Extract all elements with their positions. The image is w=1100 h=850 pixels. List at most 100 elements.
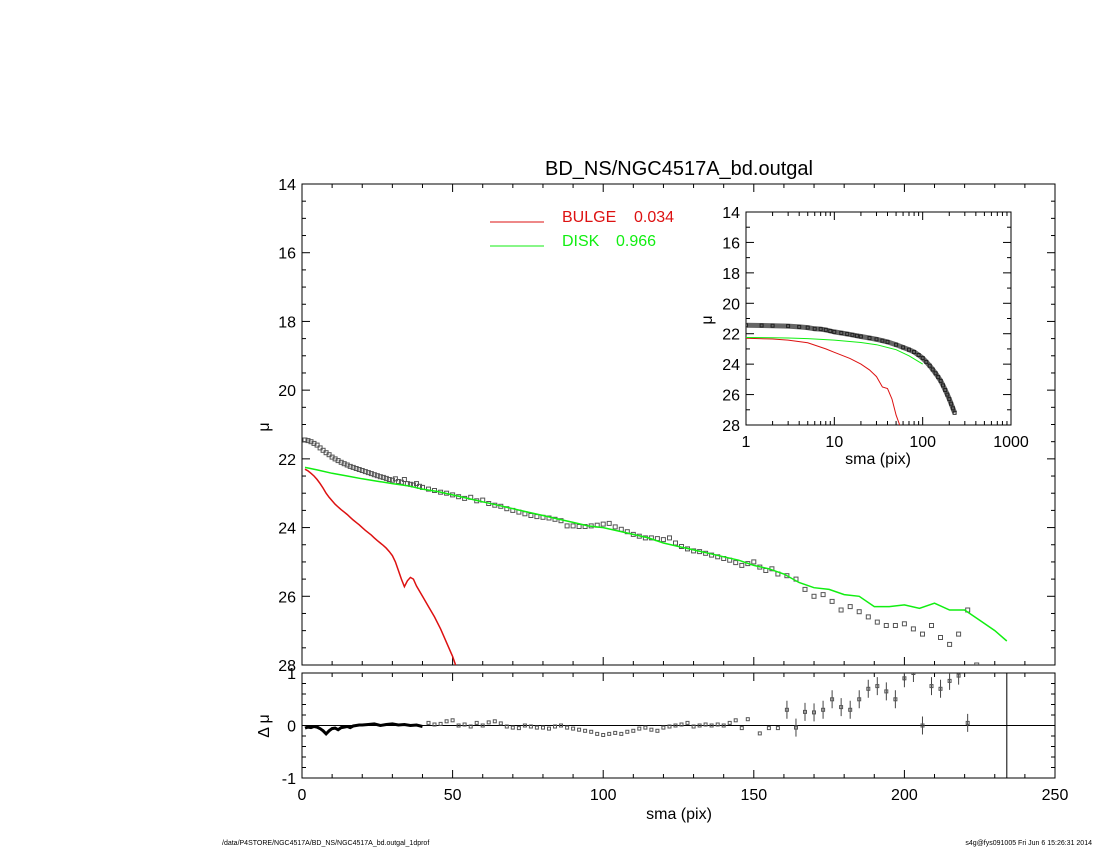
residual-point xyxy=(812,710,816,715)
residual-point xyxy=(547,726,551,731)
residual-point xyxy=(715,722,720,727)
main-y-axis-label: μ xyxy=(256,422,273,431)
residual-point xyxy=(911,673,916,675)
data-point xyxy=(371,472,377,478)
legend-disk-label: DISK xyxy=(562,233,600,250)
residual-point xyxy=(541,725,545,730)
residual-point xyxy=(528,724,533,729)
data-point xyxy=(865,614,871,620)
inset-bulge-line xyxy=(746,337,901,425)
residual-point xyxy=(516,726,521,731)
residual-point xyxy=(893,697,898,702)
residual-point xyxy=(667,724,672,729)
data-point xyxy=(377,474,383,480)
data-point xyxy=(929,623,934,628)
y-tick-label: 16 xyxy=(722,235,740,252)
inset-data-point xyxy=(797,324,802,329)
residual-point xyxy=(709,723,714,728)
y-tick-label: 24 xyxy=(278,521,296,538)
x-tick-label: 100 xyxy=(590,787,617,804)
residual-point xyxy=(775,726,780,731)
inset-data-point xyxy=(805,325,810,330)
inset-data-point xyxy=(945,392,950,397)
data-point xyxy=(820,592,826,598)
data-point xyxy=(365,470,371,476)
residual-point xyxy=(589,729,594,734)
inset-data-point xyxy=(936,375,941,380)
residual-point xyxy=(866,686,871,691)
residual-point xyxy=(480,723,485,728)
residual-point xyxy=(920,723,925,728)
residual-point xyxy=(432,722,437,727)
data-point xyxy=(751,559,757,565)
inset-data-point xyxy=(924,359,929,364)
bulge-line xyxy=(304,468,457,665)
inset-data-point xyxy=(874,337,879,342)
residual-point xyxy=(571,726,576,731)
footer-timestamp: s4g@fys091005 Fri Jun 6 15:26:31 2014 xyxy=(965,840,1092,847)
data-point xyxy=(302,437,308,443)
legend-bulge-value: 0.034 xyxy=(634,209,674,226)
data-point xyxy=(784,573,790,579)
x-tick-label: 50 xyxy=(444,787,462,804)
inset-background xyxy=(746,212,1011,425)
residual-inner-line xyxy=(304,722,423,737)
inset-data-point xyxy=(927,363,932,368)
x-tick-label: 100 xyxy=(909,434,936,451)
inset-data-point xyxy=(832,329,837,334)
residual-point xyxy=(553,724,557,729)
data-point xyxy=(386,477,392,482)
inset-data-point xyxy=(947,397,952,402)
inset-data-point xyxy=(950,406,955,411)
data-point xyxy=(600,521,606,527)
inset-data-point xyxy=(786,324,791,329)
x-tick-label: 1000 xyxy=(993,434,1029,451)
disk-line xyxy=(304,466,1008,642)
residual-point xyxy=(902,676,907,681)
main-ticks: 14 16 18 20 22 24 26 28 xyxy=(278,177,1056,675)
data-point xyxy=(392,476,398,482)
residual-x-axis-label: sma (pix) xyxy=(646,806,712,823)
residual-point xyxy=(721,723,726,728)
residual-point xyxy=(498,721,503,726)
residual-point xyxy=(450,718,455,723)
data-point xyxy=(838,607,844,613)
data-point xyxy=(811,593,817,599)
residual-point xyxy=(468,724,473,729)
residual-point xyxy=(727,720,732,725)
inset-data-point xyxy=(839,331,844,335)
residual-point xyxy=(559,723,563,728)
residual-y-axis-label: Δ μ xyxy=(256,714,273,737)
data-point xyxy=(383,475,389,481)
inset-x-axis-label: sma (pix) xyxy=(845,451,911,468)
y-tick-label: 20 xyxy=(722,296,740,313)
residual-point xyxy=(848,707,853,712)
data-point xyxy=(733,560,739,566)
data-point xyxy=(395,479,401,484)
inset-data-point xyxy=(952,410,957,415)
data-point xyxy=(956,631,962,637)
inset-data-point xyxy=(828,329,833,333)
inset-data-point xyxy=(894,342,899,347)
data-point xyxy=(338,459,344,465)
residual-point xyxy=(607,731,612,736)
residual-point xyxy=(691,724,696,729)
y-tick-label: 18 xyxy=(278,314,296,331)
data-point xyxy=(380,474,386,480)
residual-point xyxy=(685,720,690,725)
residual-point xyxy=(492,719,497,724)
data-point xyxy=(606,520,612,526)
legend: BULGE 0.034 DISK 0.966 xyxy=(490,209,674,250)
inset-panel: 1 10 100 1000 14 16 18 20 22 24 26 28 sma (pix) μ xyxy=(699,205,1029,468)
data-point xyxy=(660,537,666,543)
residual-point xyxy=(486,720,491,725)
inset-data-point xyxy=(920,356,925,361)
inset-data-point xyxy=(907,347,911,352)
inset-ticks: 1 10 100 1000 14 16 18 20 22 24 26 28 xyxy=(722,205,1029,451)
residual-point xyxy=(601,733,606,737)
data-point xyxy=(341,461,347,467)
residual-point xyxy=(794,725,798,730)
inset-data-point xyxy=(943,388,948,392)
inset-data-point xyxy=(938,378,943,383)
